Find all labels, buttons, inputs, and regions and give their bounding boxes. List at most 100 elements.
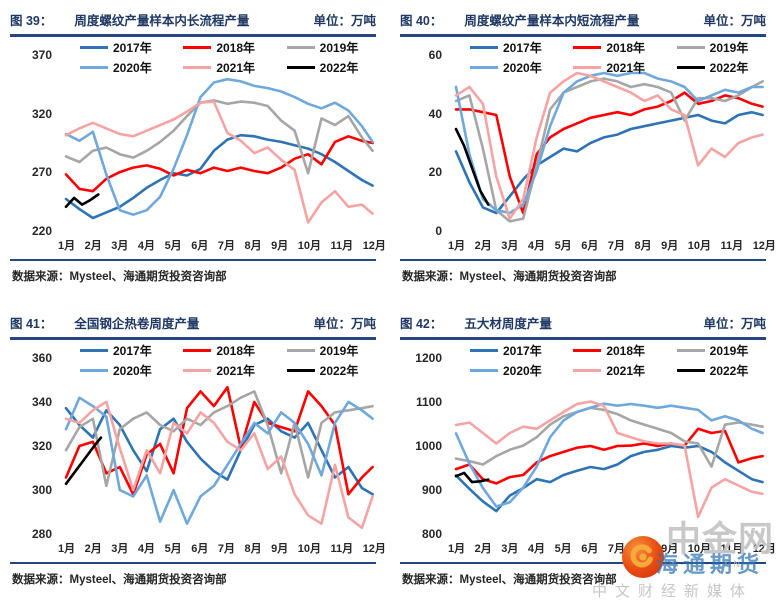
legend-item: 2017年 (470, 342, 565, 359)
figure-label: 图 39： (10, 14, 53, 28)
x-tick-label: 7月 (217, 240, 235, 252)
legend-line-swatch (183, 66, 212, 69)
legend-line-swatch (183, 46, 212, 49)
header-divider (400, 34, 766, 37)
x-tick-label: 4月 (527, 240, 546, 252)
legend-label: 2018年 (606, 41, 646, 55)
legend-line-swatch (286, 66, 315, 69)
x-tick-label: 7月 (217, 543, 235, 555)
chart-header: 图 40： 周度螺纹产量样本内短流程产量 单位：万吨 (400, 10, 766, 29)
x-tick-label: 4月 (137, 240, 156, 252)
x-tick-label: 10月 (687, 240, 712, 252)
footer-divider (10, 562, 376, 564)
legend-item: 2021年 (183, 59, 278, 76)
x-tick-label: 2月 (474, 543, 492, 555)
x-axis: 1月 2月 3月 4月 5月 6月 7月 8月 9月 10月 11月 12月 (448, 540, 776, 556)
x-tick-label: 6月 (191, 240, 209, 252)
legend-line-swatch (470, 66, 498, 69)
series-2018年 (64, 385, 374, 496)
x-tick-label: 10月 (297, 543, 322, 555)
legend-label: 2021年 (216, 61, 256, 75)
legend-label: 2017年 (113, 41, 152, 55)
figure-label: 图 40： (400, 14, 443, 28)
y-axis: 60 40 20 0 (428, 48, 442, 238)
legend-item: 2019年 (676, 342, 772, 359)
x-tick-label: 11月 (720, 240, 744, 252)
legend-item: 2019年 (676, 39, 772, 56)
legend-label: 2020年 (113, 364, 152, 378)
legend-item: 2022年 (676, 59, 772, 76)
legend-line-swatch (80, 349, 108, 352)
legend-label: 2021年 (606, 61, 646, 75)
chart-header: 图 42： 五大材周度产量 单位：万吨 (400, 313, 766, 332)
legend-line-swatch (183, 349, 212, 352)
footer-divider (400, 259, 766, 261)
legend-label: 2022年 (709, 61, 749, 75)
x-tick-label: 12月 (362, 240, 386, 252)
series-2017年 (454, 110, 764, 215)
x-tick-label: 7月 (607, 543, 625, 555)
x-tick-label: 2月 (84, 543, 102, 555)
legend-label: 2018年 (606, 344, 646, 358)
x-tick-label: 1月 (58, 543, 76, 555)
x-tick-label: 8月 (244, 240, 262, 252)
x-tick-label: 3月 (111, 543, 129, 555)
x-tick-label: 2月 (474, 240, 492, 252)
legend-item: 2020年 (470, 59, 565, 76)
x-tick-label: 9月 (271, 543, 289, 555)
x-tick-label: 12月 (752, 543, 776, 555)
series-2018年 (454, 427, 764, 485)
legend-line-swatch (183, 369, 212, 372)
x-tick-label: 9月 (271, 240, 289, 252)
series-2022年 (454, 471, 490, 484)
legend-label: 2019年 (709, 344, 749, 358)
line-plot (454, 71, 764, 223)
series-2019年 (454, 406, 764, 468)
series-2018年 (64, 135, 374, 193)
chart-title: 全国钢企热卷周度产量 (74, 317, 200, 331)
x-tick-label: 11月 (720, 543, 744, 555)
legend-line-swatch (573, 66, 602, 69)
legend-line-swatch (676, 46, 705, 49)
footer-divider (10, 259, 376, 261)
legend-item: 2017年 (470, 39, 565, 56)
unit-label: 单位：万吨 (313, 14, 376, 28)
series-2022年 (454, 127, 490, 206)
legend-item: 2017年 (80, 342, 175, 359)
legend-item: 2018年 (183, 342, 278, 359)
legend-label: 2017年 (503, 344, 542, 358)
legend-label: 2022年 (319, 61, 359, 75)
series-2022年 (64, 436, 103, 486)
series-2018年 (454, 91, 764, 215)
legend-item: 2019年 (286, 39, 382, 56)
legend-label: 2021年 (606, 364, 646, 378)
legend-item: 2021年 (183, 362, 278, 379)
legend-item: 2017年 (80, 39, 175, 56)
chart-panel-42: 图 42： 五大材周度产量 单位：万吨 1200 1100 1000 900 800 2… (390, 303, 780, 607)
series-2021年 (64, 100, 374, 224)
legend: 2017年 2018年 2019年 2020年 2021年 2022年 (470, 39, 772, 76)
x-tick-label: 4月 (527, 543, 546, 555)
x-tick-label: 5月 (164, 240, 182, 252)
footer-divider (400, 562, 766, 564)
data-source: 数据来源：Mysteel、海通期货投资咨询部 (402, 574, 617, 586)
legend-line-swatch (676, 66, 705, 69)
chart-panel-40: 图 40： 周度螺纹产量样本内短流程产量 单位：万吨 60 40 20 0 2017年… (390, 0, 780, 303)
x-tick-label: 3月 (111, 240, 129, 252)
chart-area: 360 340 320 300 280 2017年 2018年 2019年 2020年 2021… (10, 340, 386, 562)
x-tick-label: 6月 (581, 543, 599, 555)
legend-label: 2022年 (709, 364, 749, 378)
chart-area: 370 320 270 220 2017年 2018年 2019年 2020年 2021年 20… (10, 37, 386, 259)
x-tick-label: 8月 (634, 543, 652, 555)
x-axis: 1月 2月 3月 4月 5月 6月 7月 8月 9月 10月 11月 12月 (58, 540, 386, 556)
x-tick-label: 4月 (137, 543, 156, 555)
legend-item: 2018年 (183, 39, 278, 56)
legend-line-swatch (470, 349, 498, 352)
x-tick-label: 9月 (661, 543, 679, 555)
legend: 2017年 2018年 2019年 2020年 2021年 2022年 (470, 342, 772, 379)
chart-panel-41: 图 41： 全国钢企热卷周度产量 单位：万吨 360 340 320 300 280 2… (0, 303, 390, 607)
data-source: 数据来源：Mysteel、海通期货投资咨询部 (402, 271, 617, 283)
chart-area: 1200 1100 1000 900 800 2017年 2018年 2019年 2020年 2… (400, 340, 776, 562)
data-source: 数据来源：Mysteel、海通期货投资咨询部 (12, 574, 227, 586)
legend-line-swatch (573, 349, 602, 352)
